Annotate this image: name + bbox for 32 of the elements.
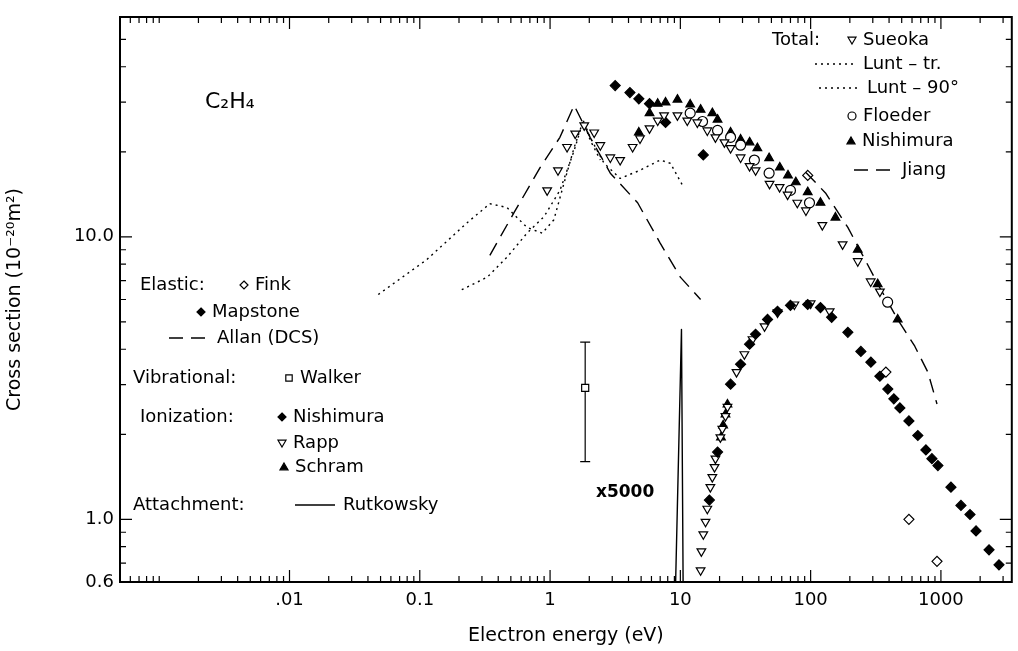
y-tick-label: 0.6 [85,569,114,591]
legend-label: Nishimura [293,404,385,426]
x-tick-label: .01 [275,588,304,610]
legend-label: Rapp [293,430,339,452]
legend-label: Walker [300,365,362,387]
annotation: Total: [771,27,821,49]
legend-label: Lunt – tr. [863,51,942,73]
x-tick-label: 10 [668,588,692,610]
annotation: Elastic: [140,272,205,294]
legend-label: Rutkowsky [343,492,439,514]
annotation: Vibrational: [133,365,237,387]
legend-label: Lunt – 90° [867,75,959,97]
legend-label: Nishimura [862,128,954,150]
legend-label: Schram [295,454,364,476]
x-tick-label: 1000 [918,588,964,610]
y-axis-title: Cross section (10⁻²⁰m²) [2,188,25,411]
annotation: Attachment: [133,492,245,514]
legend-label: Jiang [901,157,947,179]
annotation: x5000 [596,481,655,502]
y-tick-label: 1.0 [85,507,114,528]
legend-label: Fink [255,272,292,294]
annotation: Ionization: [140,404,234,426]
annotation: C₂H₄ [205,87,255,113]
legend-label: Mapstone [212,299,300,321]
legend-label: Allan (DCS) [217,325,320,347]
y-tick-label: 10.0 [73,224,114,246]
legend-label: Floeder [863,103,931,125]
x-tick-label: 0.1 [405,588,435,610]
x-tick-label: 100 [793,588,828,610]
x-axis-title: Electron energy (eV) [468,622,664,645]
x-tick-label: 1 [544,588,556,610]
legend-label: Sueoka [863,27,930,49]
